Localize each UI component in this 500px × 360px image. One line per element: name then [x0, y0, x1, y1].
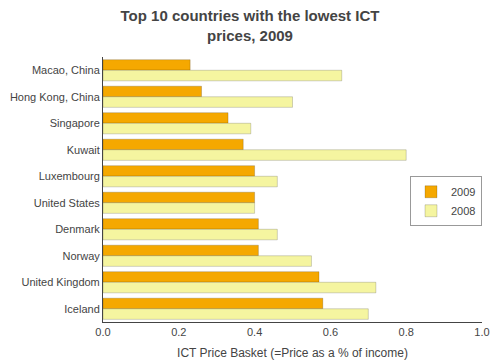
svg-text:2008: 2008	[451, 205, 475, 217]
svg-text:0.6: 0.6	[323, 326, 338, 338]
svg-text:2009: 2009	[451, 186, 475, 198]
svg-text:1.0: 1.0	[474, 326, 489, 338]
svg-text:0.0: 0.0	[95, 326, 110, 338]
svg-text:Luxembourg: Luxembourg	[39, 170, 100, 182]
svg-text:0.2: 0.2	[171, 326, 186, 338]
svg-text:0.4: 0.4	[247, 326, 262, 338]
svg-text:Macao, China: Macao, China	[32, 64, 101, 76]
svg-text:ICT Price Basket (=Price as a: ICT Price Basket (=Price as a % of incom…	[177, 346, 408, 360]
svg-text:Top 10 countries with the lowe: Top 10 countries with the lowest ICTpric…	[121, 7, 380, 44]
svg-text:Singapore: Singapore	[50, 117, 100, 129]
svg-text:Iceland: Iceland	[64, 303, 99, 315]
svg-text:Norway: Norway	[63, 250, 101, 262]
svg-text:Denmark: Denmark	[55, 223, 100, 235]
svg-text:United States: United States	[34, 197, 101, 209]
svg-text:Kuwait: Kuwait	[67, 144, 100, 156]
svg-text:Hong Kong, China: Hong Kong, China	[10, 91, 101, 103]
svg-text:0.8: 0.8	[399, 326, 414, 338]
svg-text:United Kingdom: United Kingdom	[22, 276, 100, 288]
